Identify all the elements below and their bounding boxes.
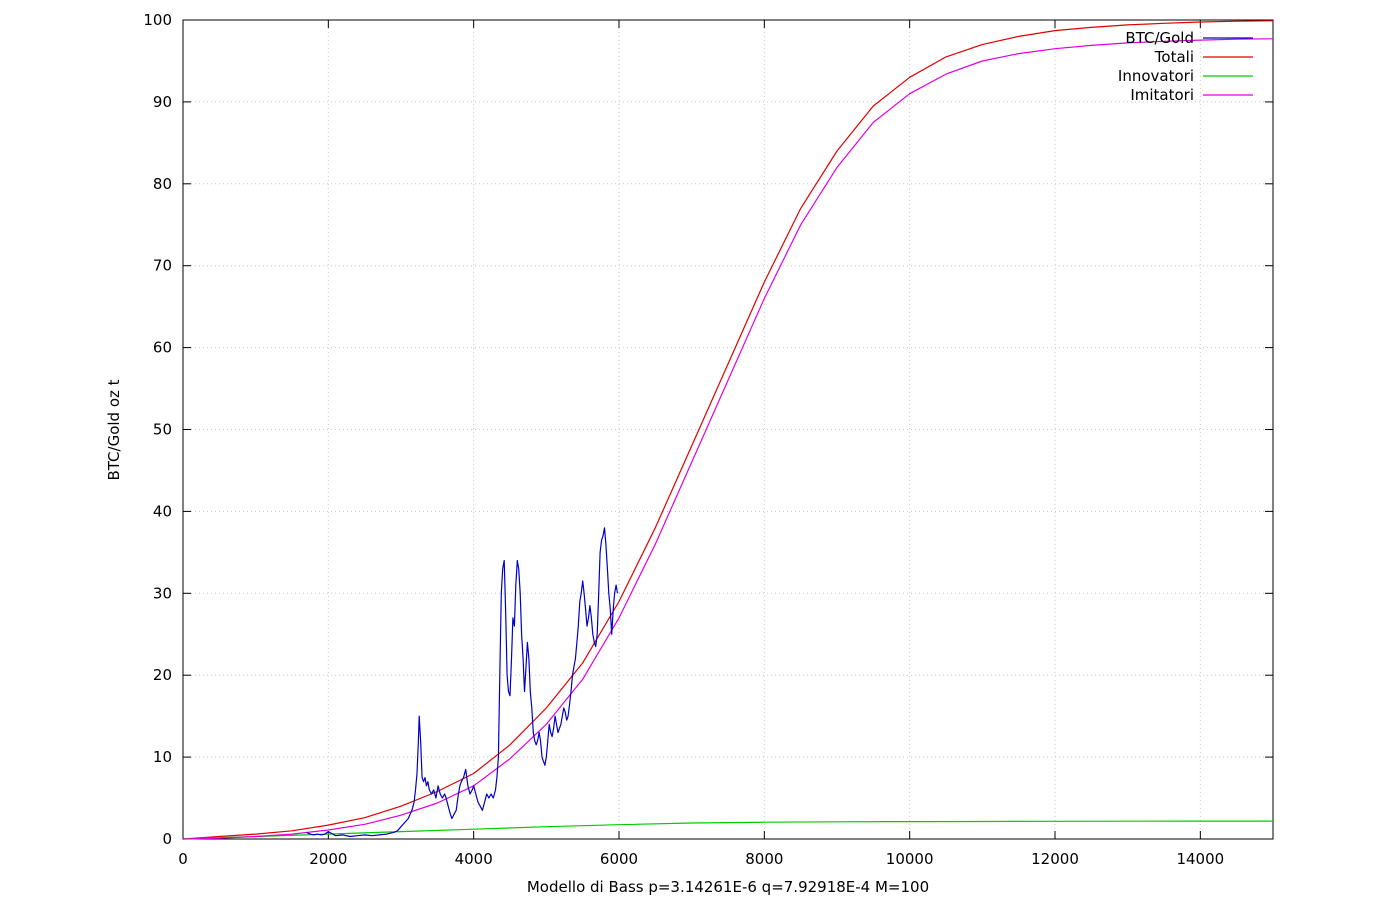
legend-label-imitatori: Imitatori	[1130, 86, 1194, 104]
x-tick-label: 8000	[745, 850, 783, 868]
series-line-innovatori	[182, 820, 1273, 840]
y-tick-label: 100	[143, 11, 172, 29]
x-axis-label: Modello di Bass p=3.14261E-6 q=7.92918E-…	[527, 878, 929, 896]
series-line-btc-gold	[306, 527, 619, 838]
legend-label-totali: Totali	[1154, 48, 1194, 66]
x-tick-label: 10000	[886, 850, 934, 868]
legend-label-innovatori: Innovatori	[1118, 67, 1194, 85]
grid-layer	[183, 20, 1273, 839]
tick-layer: 0 2000 4000 6000 8000 10000 12000 14000 0 10 20 30 4…	[143, 11, 1273, 868]
series-layer	[182, 20, 1274, 840]
y-axis-label: BTC/Gold oz t	[105, 379, 123, 480]
x-tick-label: 0	[178, 850, 188, 868]
y-tick-label: 30	[153, 584, 172, 602]
y-tick-label: 70	[153, 257, 172, 275]
x-tick-label: 6000	[600, 850, 638, 868]
x-tick-label: 14000	[1176, 850, 1224, 868]
series-line-imitatori	[182, 38, 1274, 840]
legend-label-btc-gold: BTC/Gold	[1125, 29, 1194, 47]
series-line-totali	[182, 20, 1274, 840]
y-tick-label: 90	[153, 93, 172, 111]
y-tick-label: 0	[162, 830, 172, 848]
x-tick-label: 4000	[455, 850, 493, 868]
y-tick-label: 10	[153, 748, 172, 766]
x-tick-label: 2000	[309, 850, 347, 868]
y-tick-label: 20	[153, 666, 172, 684]
x-tick-label: 12000	[1031, 850, 1079, 868]
y-tick-label: 60	[153, 339, 172, 357]
y-tick-label: 80	[153, 175, 172, 193]
y-tick-label: 50	[153, 421, 172, 439]
y-tick-label: 40	[153, 502, 172, 520]
